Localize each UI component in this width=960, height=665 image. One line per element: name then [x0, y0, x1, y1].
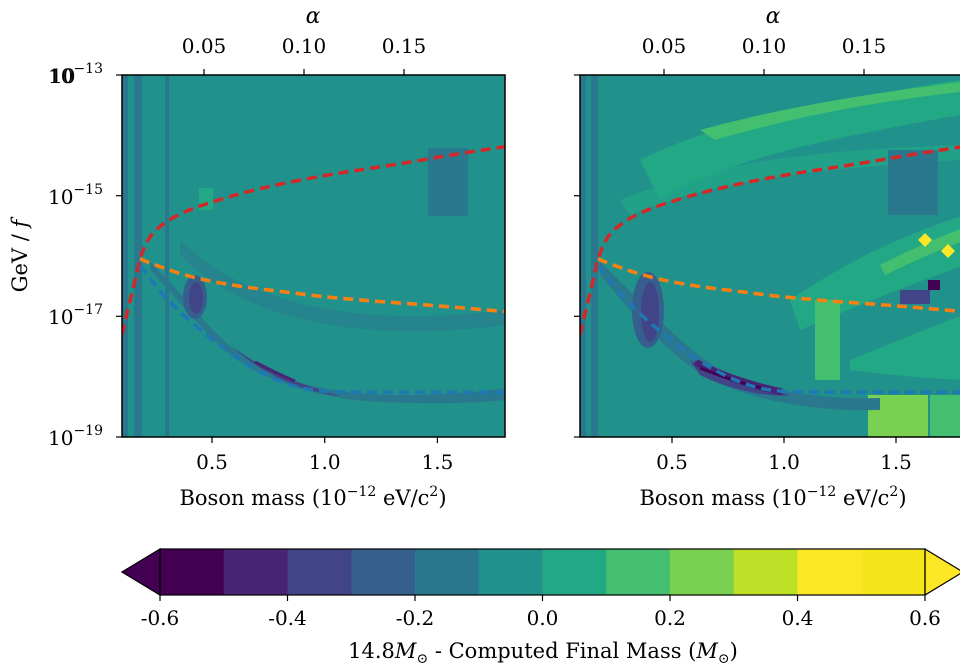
colorbar-segments — [160, 549, 926, 595]
colorbar-segment — [478, 549, 543, 595]
colorbar-tick-label: 0.6 — [909, 606, 941, 630]
colorbar-segment — [861, 549, 926, 595]
top-tick-label: 0.10 — [282, 34, 327, 58]
colorbar-tick-label: -0.6 — [141, 606, 180, 630]
x-axis-label: Boson mass (10−12 eV/c2) — [639, 484, 906, 510]
right-lines — [580, 145, 960, 395]
left-x-ticks: 0.5 1.0 1.5 — [196, 437, 453, 474]
y-tick-1e-17: 10−17 — [48, 302, 103, 329]
colorbar-segment — [223, 549, 288, 595]
colorbar-segment — [797, 549, 862, 595]
top-tick-label: 0.05 — [182, 34, 227, 58]
top-axis-label: α — [766, 4, 781, 29]
colorbar-segment — [670, 549, 735, 595]
colorbar: -0.6 -0.4 -0.2 0.0 0.2 0.4 0.6 14.8M⊙ - Comput… — [120, 547, 960, 665]
right-y-ticks — [574, 74, 580, 438]
colorbar-tick-label: 0.2 — [654, 606, 686, 630]
colorbar-extend-min — [120, 547, 161, 597]
x-tick-label: 0.5 — [656, 450, 688, 474]
right-frame — [579, 74, 960, 438]
left-heatmap — [122, 75, 505, 437]
top-tick-label: 0.15 — [382, 34, 427, 58]
left-lines — [122, 144, 505, 395]
red-dashed-line — [580, 145, 960, 335]
right-heatmap — [580, 75, 960, 437]
blue-dashed-line — [596, 264, 960, 395]
left-y-ticks: 10 — [50, 64, 122, 438]
right-panel: 0.5 1.0 1.5 Boson mass (10−12 eV/c2) 0.0… — [574, 4, 960, 510]
colorbar-segment — [733, 549, 798, 595]
x-tick-label: 1.0 — [768, 450, 800, 474]
colorbar-segment — [415, 549, 480, 595]
right-top-ticks: 0.05 0.10 0.15 — [642, 34, 887, 75]
top-tick-label: 0.05 — [642, 34, 687, 58]
x-tick-label: 1.5 — [880, 450, 912, 474]
y-tick-1e-15: 10−15 — [48, 182, 103, 209]
blue-dashed-line — [138, 264, 505, 395]
left-panel: 10 10−13 10−15 10−17 10−19 GeV / f 0.5 1… — [8, 4, 506, 510]
left-y-tick-labels: 10−13 10−15 10−17 10−19 — [48, 61, 103, 450]
y-tick-1e-13: 10−13 — [48, 61, 103, 88]
colorbar-tick-label: -0.2 — [396, 606, 435, 630]
colorbar-segment — [160, 549, 225, 595]
x-tick-label: 1.5 — [421, 450, 453, 474]
left-top-ticks: 0.05 0.10 0.15 — [182, 34, 427, 75]
colorbar-segment — [287, 549, 352, 595]
x-axis-label: Boson mass (10−12 eV/c2) — [179, 484, 446, 510]
colorbar-tick-label: 0.0 — [527, 606, 559, 630]
orange-dashed-line — [139, 257, 505, 314]
orange-dashed-line — [597, 257, 960, 314]
top-tick-label: 0.10 — [742, 34, 787, 58]
colorbar-tick-label: 0.4 — [782, 606, 814, 630]
colorbar-extend-max — [924, 547, 960, 597]
colorbar-label: 14.8M⊙ - Computed Final Mass (M⊙) — [348, 639, 738, 665]
x-tick-label: 0.5 — [196, 450, 228, 474]
right-x-ticks: 0.5 1.0 1.5 — [656, 437, 912, 474]
y-tick-1e-19: 10−19 — [48, 423, 103, 450]
colorbar-segment — [606, 549, 671, 595]
red-dashed-line — [122, 144, 505, 335]
top-tick-label: 0.15 — [842, 34, 887, 58]
colorbar-tick-label: -0.4 — [268, 606, 307, 630]
colorbar-segment — [351, 549, 416, 595]
colorbar-segment — [542, 549, 607, 595]
colorbar-ticks: -0.6 -0.4 -0.2 0.0 0.2 0.4 0.6 — [141, 595, 941, 630]
y-axis-label: GeV / f — [8, 216, 32, 292]
top-axis-label: α — [306, 4, 321, 29]
left-frame — [121, 74, 506, 438]
y-tick-label: 10 — [50, 64, 75, 88]
x-tick-label: 1.0 — [309, 450, 341, 474]
